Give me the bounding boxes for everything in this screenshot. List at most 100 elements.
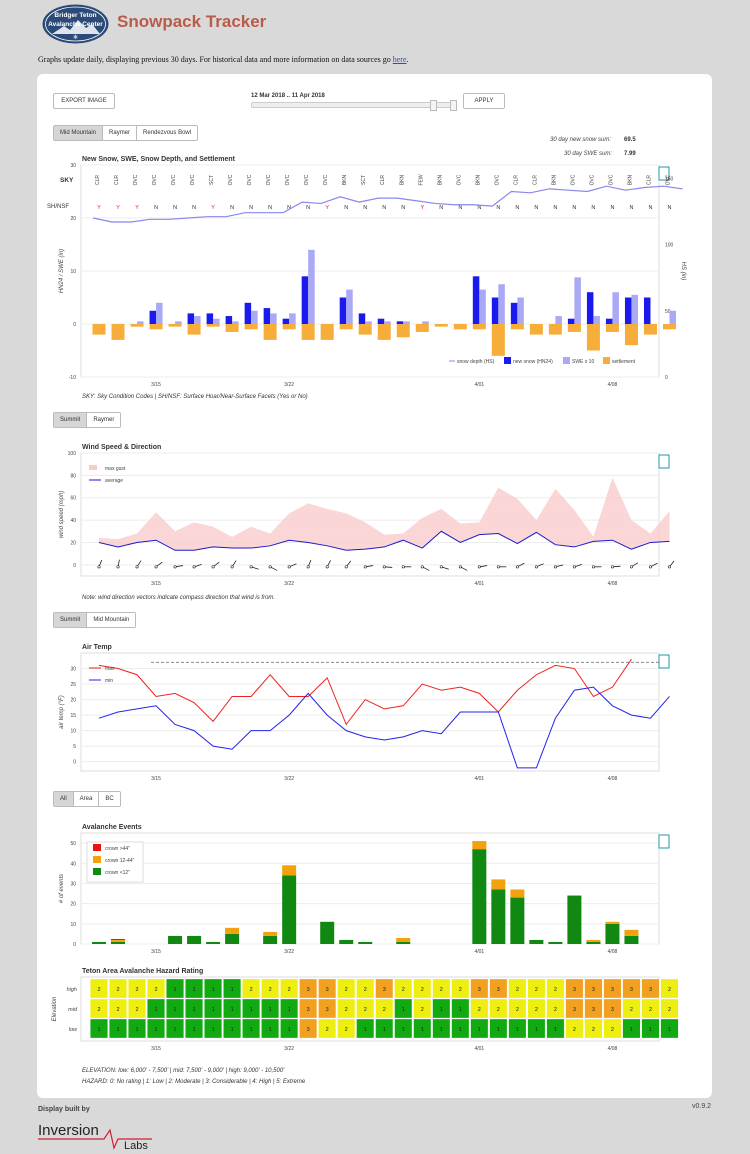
x-tick-label: 4/01: [474, 1046, 484, 1052]
new-snow-bar: [377, 318, 385, 324]
hazard-cell: [432, 978, 451, 999]
tab-mid-mountain[interactable]: Mid Mountain: [54, 126, 104, 140]
hazard-value: 2: [478, 1007, 481, 1013]
sky-legend-note: SKY: Sky Condition Codes | SH/NSF: Surfa…: [82, 394, 308, 400]
wind-vector-dot: [610, 565, 614, 569]
sh-flag: N: [477, 205, 481, 211]
hazard-value: 3: [573, 987, 576, 993]
apply-button[interactable]: APPLY: [463, 93, 505, 109]
legend-swatch: [504, 357, 511, 364]
sky-code: SCT: [209, 175, 215, 185]
tab-raymer[interactable]: Raymer: [87, 413, 121, 427]
elevation-label: high: [67, 987, 77, 993]
settlement-bar: [92, 324, 106, 335]
date-range-slider[interactable]: [251, 100, 457, 111]
wind-vector-dot: [325, 565, 329, 569]
plot-area: [80, 652, 660, 772]
slider-handle-end[interactable]: [450, 100, 457, 111]
swe-bar: [479, 289, 486, 324]
tab-bc[interactable]: BC: [99, 792, 120, 806]
tab-summit[interactable]: Summit: [54, 613, 88, 627]
small-crown-bar: [624, 935, 639, 944]
sky-code: CLR: [114, 175, 120, 185]
hazard-cell: [337, 978, 356, 999]
hazard-value: 2: [364, 987, 367, 993]
y-tick-label: 10: [70, 729, 76, 735]
hazard-value: 3: [649, 987, 652, 993]
sky-code: OVC: [266, 174, 272, 185]
y-tick-label: 20: [70, 902, 76, 908]
hazard-cell: [375, 1018, 394, 1039]
tab-mid-mountain[interactable]: Mid Mountain: [87, 613, 136, 627]
temp-chart: Air Temp 0 5 10 15 20 25 30 air temp (°F) 3/15 3/2…: [59, 644, 670, 782]
swe-bar: [251, 310, 258, 324]
slider-handle-start[interactable]: [430, 100, 438, 111]
hazard-cell: [128, 998, 146, 1019]
settlement-bar: [263, 324, 277, 340]
chart-title: Wind Speed & Direction: [82, 444, 161, 451]
export-image-button[interactable]: EXPORT IMAGE: [53, 93, 115, 109]
x-tick-label: 4/01: [474, 382, 484, 388]
hazard-value: 1: [364, 1027, 367, 1033]
snow-station-tabs: Mid Mountain Raymer Rendezvous Bowl: [53, 125, 199, 141]
swe-bar: [175, 321, 182, 324]
svg-text:Bridger Teton: Bridger Teton: [54, 12, 96, 19]
tab-area[interactable]: Area: [73, 792, 100, 806]
tab-all[interactable]: All: [54, 792, 74, 806]
hazard-cell: [603, 978, 622, 999]
sh-flag: Y: [325, 205, 329, 211]
wind-vector-dot: [496, 565, 500, 569]
sky-code: BKN: [627, 174, 633, 185]
x-tick-label: 3/22: [284, 382, 294, 388]
swe-sum-label: 30 day SWE sum:: [564, 151, 613, 157]
built-by-label: Display built by: [38, 1106, 90, 1113]
hazard-value: 1: [554, 1027, 557, 1033]
hazard-cell: [185, 998, 203, 1019]
settlement-bar: [396, 324, 410, 338]
hazard-cell: [451, 998, 470, 1019]
tab-raymer[interactable]: Raymer: [103, 126, 138, 140]
wind-vector-dot: [667, 565, 671, 569]
data-sources-link[interactable]: here: [392, 55, 407, 64]
tab-summit[interactable]: Summit: [54, 413, 88, 427]
sky-code: OVC: [285, 174, 291, 185]
hazard-value: 3: [478, 987, 481, 993]
hazard-value: 1: [668, 1027, 671, 1033]
mid-crown-bar: [396, 937, 411, 942]
small-crown-bar: [605, 923, 620, 944]
hazard-cell: [166, 1018, 184, 1039]
sh-flag: N: [610, 205, 614, 211]
settlement-bar: [206, 324, 220, 327]
hazard-value: 2: [116, 1007, 119, 1013]
hazard-value: 2: [611, 1027, 614, 1033]
swe-bar: [498, 284, 505, 324]
sky-code: BKN: [437, 174, 443, 185]
sky-code: CLR: [513, 175, 519, 185]
hazard-cell: [527, 1018, 546, 1039]
hazard-cell: [90, 998, 108, 1019]
hazard-chart: Teton Area Avalanche Hazard Rating Elevat…: [52, 968, 679, 1052]
hazard-value: 3: [573, 1007, 576, 1013]
y-tick-label: 25: [70, 682, 76, 688]
sh-flag: Y: [135, 205, 139, 211]
sky-code: BKN: [342, 174, 348, 185]
tab-rendezvous-bowl[interactable]: Rendezvous Bowl: [137, 126, 198, 140]
version-label: v0.9.2: [692, 1103, 712, 1110]
wind-vector-dot: [230, 565, 234, 569]
hazard-cell: [375, 978, 394, 999]
hazard-value: 1: [649, 1027, 652, 1033]
y-axis-label: # of events: [59, 874, 65, 903]
x-tick-label: 4/08: [608, 1046, 618, 1052]
hazard-value: 2: [535, 1007, 538, 1013]
y-tick-label: 30: [70, 881, 76, 887]
hazard-cell: [109, 998, 127, 1019]
settlement-bar: [168, 324, 182, 327]
wind-vector-dot: [287, 565, 291, 569]
x-tick-label: 4/01: [474, 776, 484, 782]
x-tick-label: 4/01: [474, 581, 484, 587]
x-tick-label: 4/08: [608, 949, 618, 955]
inversion-labs-logo: Inversion Labs: [38, 1122, 152, 1152]
y-tick-label: 10: [70, 922, 76, 928]
sky-code: OVC: [494, 174, 500, 185]
hazard-value: 1: [231, 1007, 234, 1013]
